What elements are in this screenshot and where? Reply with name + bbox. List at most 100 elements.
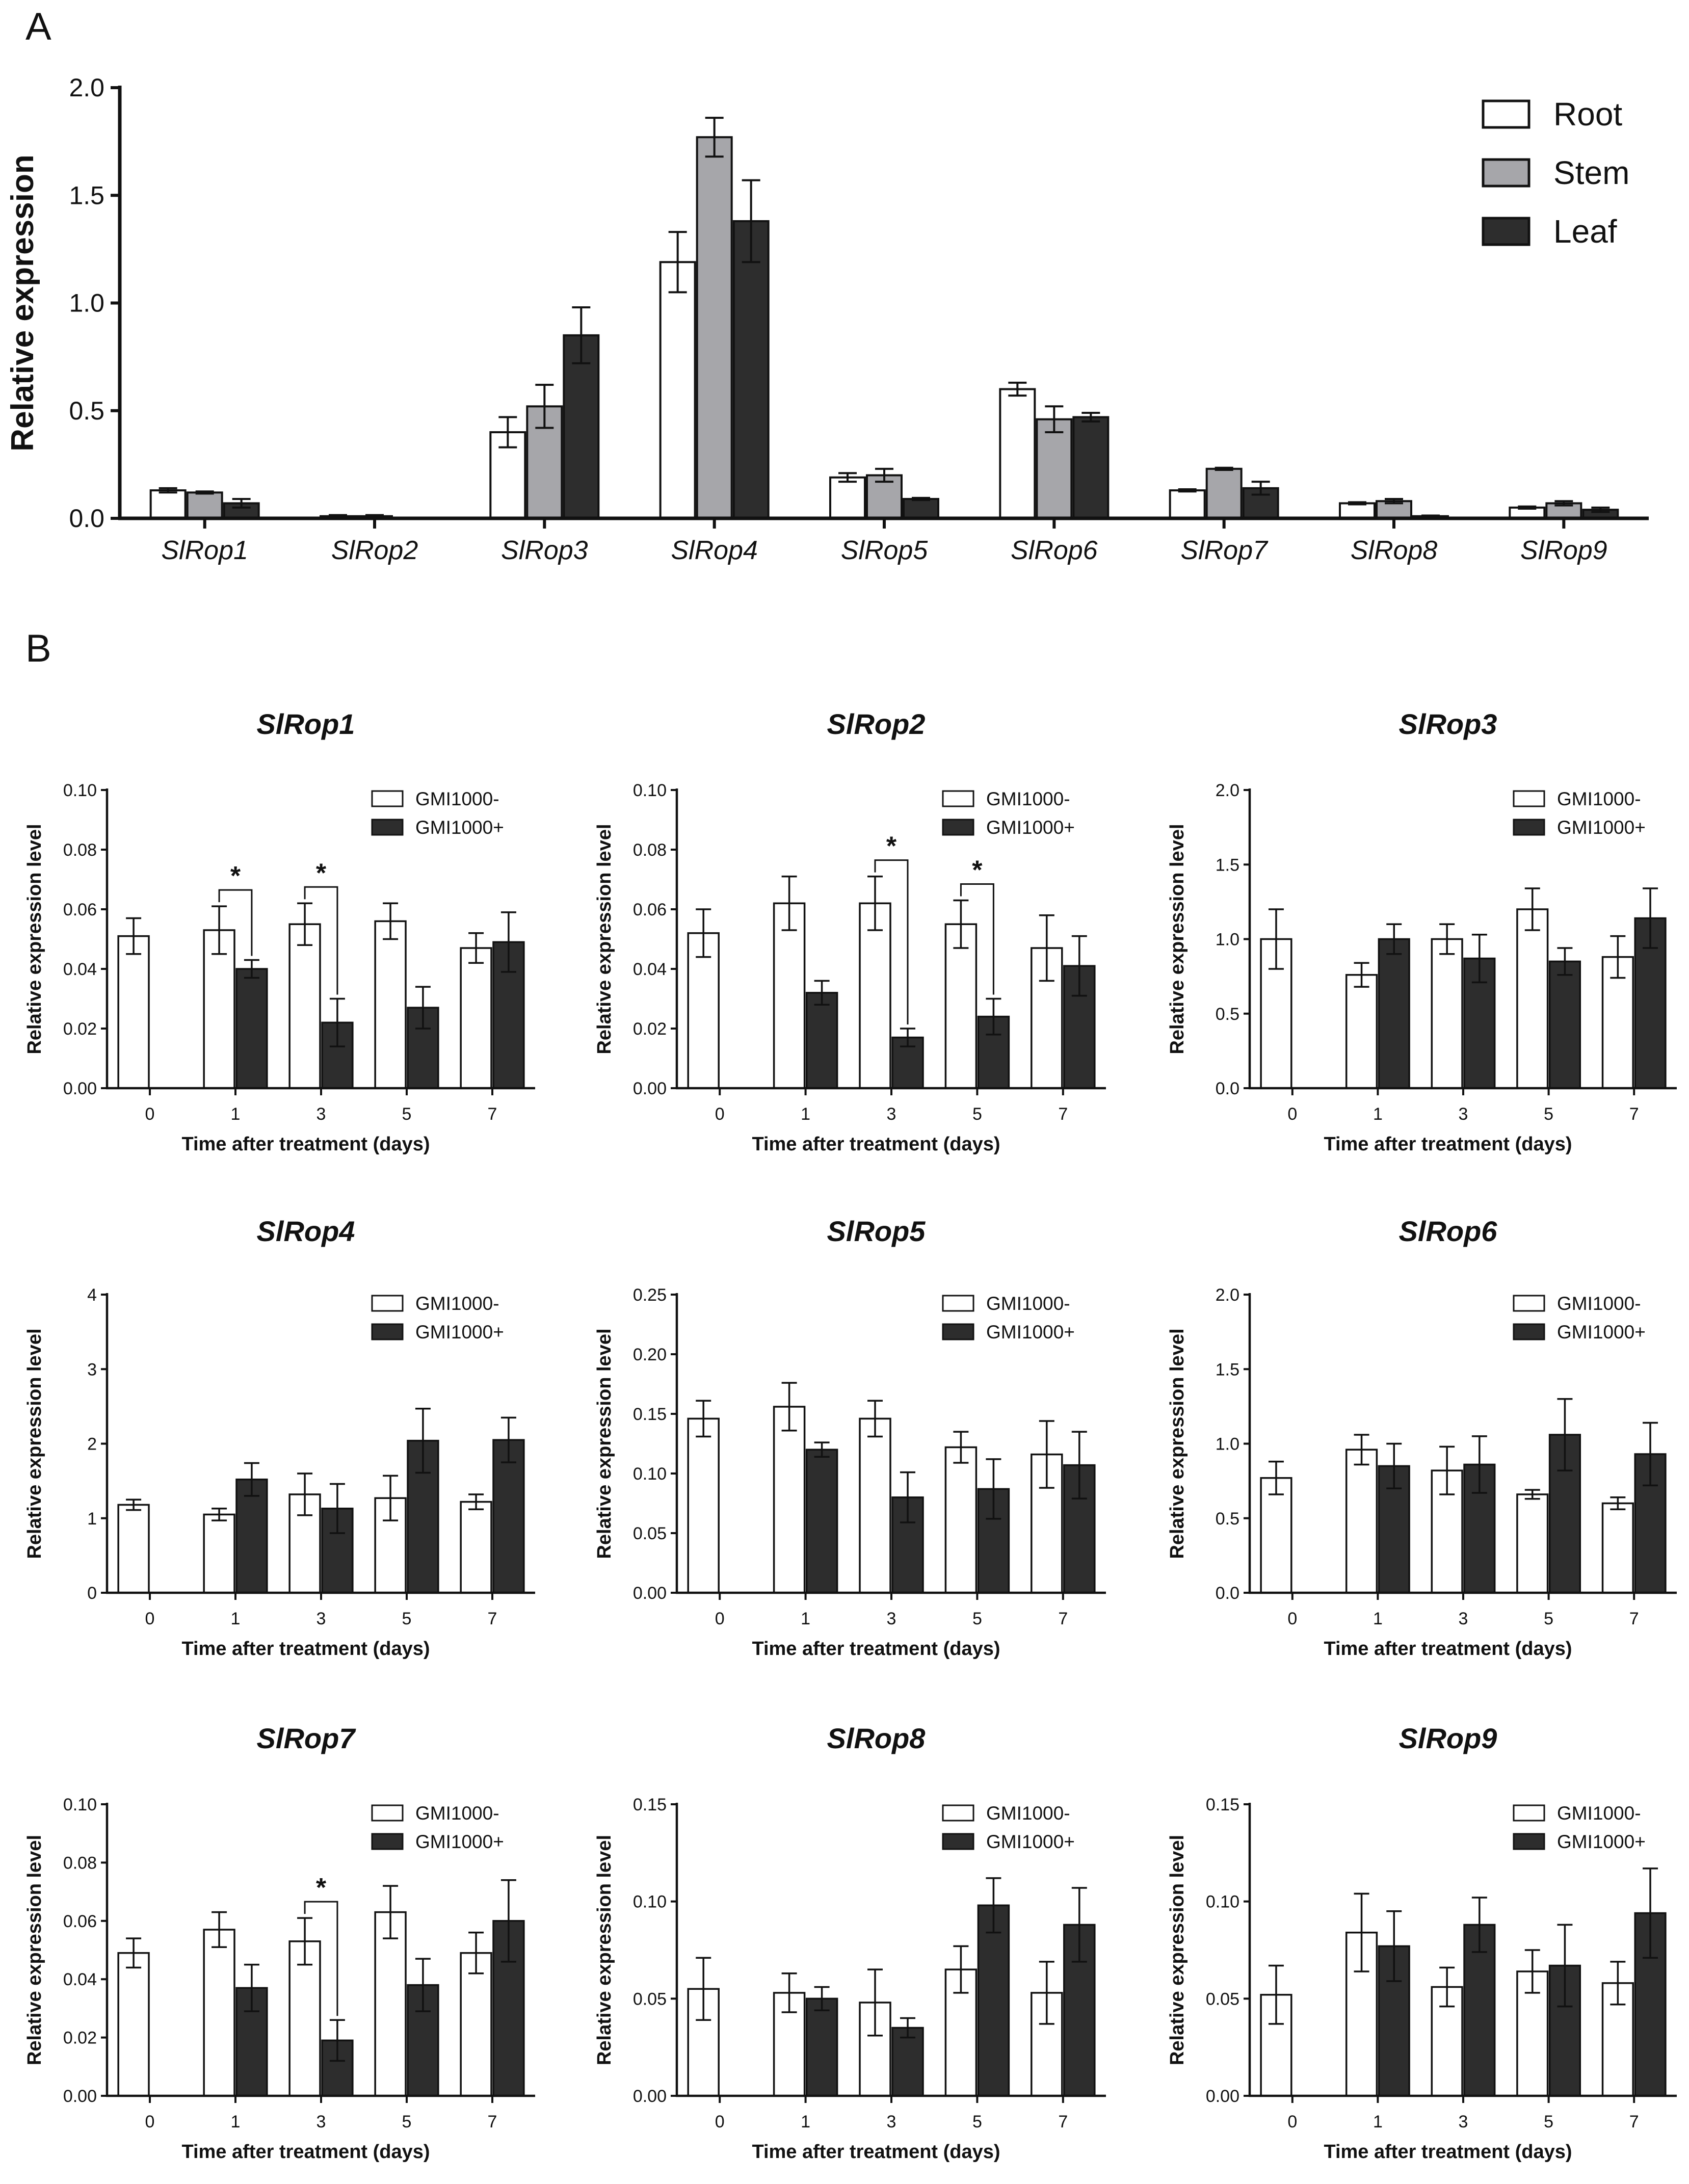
b-legend-swatch-gmi1000-neg: [1513, 790, 1545, 807]
b-xtick-label: 0: [1287, 1104, 1297, 1124]
b-ytick-label: 3: [87, 1360, 97, 1379]
b-bar-gmi1000-neg: [117, 935, 150, 1089]
b-panel-slrop4: SlRop4 0 1 2 3 4 0 1 3 5 7 Relative expression leve…: [24, 1215, 535, 1660]
b-legend-label: GMI1000+: [986, 1322, 1075, 1343]
b-significance-star: *: [886, 832, 897, 861]
b-bar-gmi1000-neg: [859, 902, 891, 1089]
b-x-axis-title: Time after treatment (days): [181, 1638, 430, 1660]
a-category-label: SlRop1: [161, 536, 248, 565]
b-panel-title: SlRop8: [827, 1722, 926, 1754]
b-x-axis-title: Time after treatment (days): [1324, 2141, 1572, 2163]
b-xtick-label: 0: [145, 1104, 155, 1124]
b-bar-gmi1000-neg: [687, 932, 720, 1089]
b-ytick-label: 0.15: [633, 1405, 667, 1424]
b-legend-swatch-gmi1000-pos: [1513, 1833, 1545, 1850]
a-bar-root: [1339, 502, 1376, 519]
a-category-label: SlRop3: [501, 536, 588, 565]
b-xtick-label: 5: [972, 1609, 982, 1628]
b-xtick-label: 7: [1629, 1609, 1639, 1628]
b-xtick-label: 5: [972, 2112, 982, 2132]
a-bar-leaf: [563, 334, 600, 519]
b-legend-label: GMI1000-: [1557, 1293, 1641, 1314]
b-xtick-label: 3: [1459, 1609, 1468, 1628]
b-legend-swatch-gmi1000-neg: [942, 790, 974, 807]
b-ytick-label: 0.10: [1206, 1892, 1239, 1912]
b-legend-swatch-gmi1000-pos: [942, 819, 974, 836]
a-legend-swatch-stem: [1482, 158, 1530, 188]
b-xtick-label: 0: [715, 1104, 725, 1124]
b-bar-gmi1000-neg: [117, 1952, 150, 2097]
b-panel-title: SlRop4: [257, 1215, 355, 1247]
b-legend-swatch-gmi1000-neg: [942, 1804, 974, 1822]
b-bar-gmi1000-neg: [1601, 1502, 1634, 1594]
b-bar-gmi1000-neg: [460, 1952, 492, 2097]
b-xtick-label: 7: [1058, 2112, 1068, 2132]
b-y-axis-title: Relative expression level: [594, 1835, 615, 2065]
a-bar-root: [149, 489, 187, 520]
a-category-label: SlRop9: [1520, 536, 1607, 565]
b-xtick-label: 1: [801, 1609, 810, 1628]
b-legend-label: GMI1000+: [986, 817, 1075, 838]
b-xtick-label: 1: [1373, 1104, 1383, 1124]
b-ytick-label: 0.06: [63, 1912, 97, 1931]
b-xtick-label: 1: [1373, 2112, 1383, 2132]
b-ytick-label: 0.15: [1206, 1795, 1239, 1814]
b-x-axis-title: Time after treatment (days): [1324, 1638, 1572, 1660]
b-legend-label: GMI1000-: [415, 1293, 499, 1314]
b-xtick-label: 7: [1629, 1104, 1639, 1124]
b-bar-gmi1000-neg: [288, 923, 321, 1089]
b-ytick-label: 0.06: [63, 900, 97, 919]
b-legend-label: GMI1000-: [986, 1803, 1070, 1824]
b-bar-gmi1000-pos: [977, 1904, 1010, 2097]
a-bar-stem: [696, 136, 733, 519]
b-xtick-label: 7: [488, 1104, 497, 1124]
b-bar-gmi1000-neg: [374, 1911, 407, 2097]
b-bar-gmi1000-pos: [805, 1449, 838, 1594]
b-y-axis-title: Relative expression level: [24, 1835, 45, 2065]
b-ytick-label: 0.08: [63, 840, 97, 860]
b-legend-swatch-gmi1000-pos: [1513, 819, 1545, 836]
b-ytick-label: 0.08: [633, 840, 667, 860]
b-y-axis-title: Relative expression level: [1167, 1835, 1188, 2065]
b-xtick-label: 1: [231, 1609, 241, 1628]
b-ytick-label: 0.02: [63, 2029, 97, 2048]
b-y-axis-title: Relative expression level: [594, 824, 615, 1054]
b-xtick-label: 3: [1459, 1104, 1468, 1124]
b-xtick-label: 0: [1287, 2112, 1297, 2132]
b-ytick-label: 0.10: [63, 1795, 97, 1814]
b-bar-gmi1000-pos: [235, 1478, 268, 1594]
b-xtick-label: 0: [145, 2112, 155, 2132]
b-ytick-label: 0.10: [63, 781, 97, 800]
b-panel-slrop1: SlRop1 0.00 0.02 0.04 0.06 0.08 0.10 0 1 3 5 7 * * Rel…: [24, 708, 535, 1155]
b-bar-gmi1000-pos: [1548, 960, 1581, 1089]
b-legend-label: GMI1000+: [986, 1831, 1075, 1852]
b-ytick-label: 1.5: [1216, 855, 1239, 875]
b-legend-label: GMI1000-: [415, 1803, 499, 1824]
b-xtick-label: 1: [801, 1104, 810, 1124]
b-x-axis-title: Time after treatment (days): [752, 2141, 1000, 2163]
a-bar-stem: [1205, 467, 1243, 520]
b-legend-label: GMI1000+: [415, 1831, 504, 1852]
b-bar-gmi1000-neg: [1516, 908, 1549, 1089]
b-ytick-label: 0.5: [1216, 1509, 1239, 1529]
b-panel-title: SlRop6: [1399, 1215, 1498, 1247]
b-bar-gmi1000-neg: [1431, 938, 1463, 1089]
b-bar-gmi1000-pos: [235, 968, 268, 1089]
b-significance-star: *: [316, 1873, 327, 1903]
b-legend-label: GMI1000+: [1557, 1322, 1646, 1343]
b-bar-gmi1000-pos: [1378, 938, 1410, 1089]
b-ytick-label: 0.05: [633, 1989, 667, 2009]
b-panel-slrop9: SlRop9 0.00 0.05 0.10 0.15 0 1 3 5 7 Relative expr…: [1167, 1722, 1677, 2163]
panel-a-label: A: [25, 5, 51, 48]
b-xtick-label: 5: [402, 1609, 412, 1628]
b-significance-bracket: [304, 886, 338, 995]
a-y-axis-title: Relative expression: [5, 154, 40, 451]
a-category-label: SlRop5: [841, 536, 929, 565]
b-ytick-label: 0.15: [633, 1795, 667, 1814]
b-xtick-label: 5: [1544, 2112, 1553, 2132]
b-ytick-label: 0.02: [633, 1019, 667, 1039]
a-bar-root: [659, 261, 696, 519]
a-category-label: SlRop8: [1351, 536, 1438, 565]
b-ytick-label: 1.0: [1216, 930, 1239, 950]
